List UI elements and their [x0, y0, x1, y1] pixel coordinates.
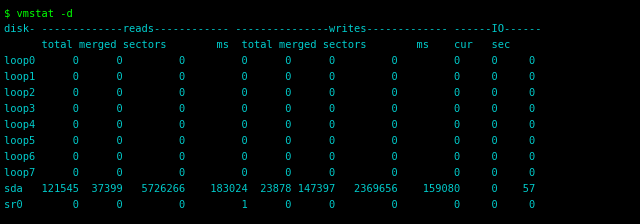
Text: loop1      0      0         0         0      0      0         0         0     0 : loop1 0 0 0 0 0 0 0 0 0 [4, 72, 535, 82]
Text: loop2      0      0         0         0      0      0         0         0     0 : loop2 0 0 0 0 0 0 0 0 0 [4, 88, 535, 98]
Text: loop4      0      0         0         0      0      0         0         0     0 : loop4 0 0 0 0 0 0 0 0 0 [4, 120, 535, 130]
Text: loop6      0      0         0         0      0      0         0         0     0 : loop6 0 0 0 0 0 0 0 0 0 [4, 152, 535, 162]
Text: loop0      0      0         0         0      0      0         0         0     0 : loop0 0 0 0 0 0 0 0 0 0 [4, 56, 535, 66]
Text: $ vmstat -d: $ vmstat -d [4, 8, 73, 18]
Text: total merged sectors        ms  total merged sectors        ms    cur   sec: total merged sectors ms total merged sec… [4, 40, 510, 50]
Text: loop5      0      0         0         0      0      0         0         0     0 : loop5 0 0 0 0 0 0 0 0 0 [4, 136, 535, 146]
Text: loop3      0      0         0         0      0      0         0         0     0 : loop3 0 0 0 0 0 0 0 0 0 [4, 104, 535, 114]
Text: loop7      0      0         0         0      0      0         0         0     0 : loop7 0 0 0 0 0 0 0 0 0 [4, 168, 535, 178]
Text: disk- -------------reads------------ ---------------writes------------- ------IO: disk- -------------reads------------ ---… [4, 24, 541, 34]
Text: sr0        0      0         0         1      0      0         0         0     0 : sr0 0 0 0 1 0 0 0 0 0 [4, 200, 535, 210]
Text: sda   121545  37399   5726266    183024  23878 147397   2369656    159080     0 : sda 121545 37399 5726266 183024 23878 14… [4, 184, 535, 194]
